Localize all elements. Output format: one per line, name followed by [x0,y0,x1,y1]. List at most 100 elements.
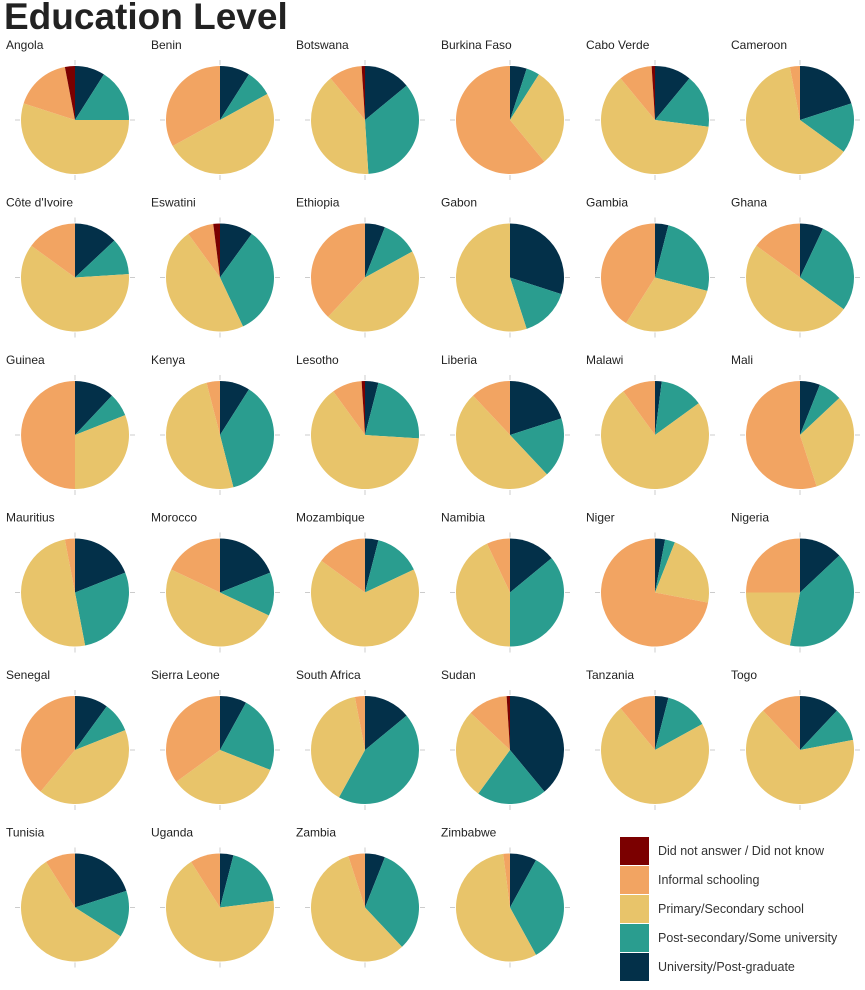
pie-slice [361,381,365,435]
pie-slice [655,223,669,278]
pie-slice [800,103,854,152]
panel-title: Mali [731,353,753,367]
legend-swatch [620,836,649,865]
pie-slice [789,555,855,647]
pie-slice [800,384,840,435]
legend-label: University/Post-graduate [658,959,795,974]
panel-title: Botswana [296,38,349,52]
pie-slice [213,223,220,278]
panel-title: Nigeria [731,511,769,525]
pie-slice [789,66,800,120]
pie-slice [348,853,365,908]
pie-slice [365,540,414,593]
pie-slice [172,93,274,174]
legend-label: Informal schooling [658,872,760,887]
pie-slice [75,381,112,435]
pie-slice [354,696,365,750]
pie-slice [21,381,76,489]
pie-slice [75,706,126,750]
legend-item: Did not answer / Did not know [620,836,837,865]
panel-title: Benin [151,38,182,52]
panel-title: Malawi [586,353,623,367]
pie-slice [601,708,710,804]
panel-title: Cabo Verde [586,38,650,52]
legend-label: Did not answer / Did not know [658,843,825,858]
pie-slice [220,855,274,908]
pie-slice [510,418,565,475]
pie-slice [365,853,385,908]
legend-swatch [620,923,649,952]
pie-slice [220,74,268,120]
panel-title: Togo [731,668,757,682]
panel-title: Liberia [441,353,477,367]
pie-slice [655,381,662,435]
pie-slice [365,538,379,593]
pie-slice [623,381,655,435]
pie-slice [510,277,562,329]
pie-slice [746,592,800,646]
pie-slice [365,382,419,439]
legend-item: Post-secondary/Some university [620,923,837,952]
pie-slice [220,538,271,593]
pie-slice [220,572,275,616]
pie-slice [64,66,75,120]
pie-slice [456,853,537,962]
pie-slice [510,696,564,792]
panel-title: Morocco [151,511,197,525]
panel-title: Eswatini [151,196,196,210]
pie-slice [601,538,709,647]
pie-slice [651,66,655,120]
pie-slice [655,381,699,435]
pie-slice [75,240,129,278]
pie-slice [75,853,127,908]
pie-slice [510,66,527,120]
pie-slice [338,715,420,805]
pie-slice [800,696,837,750]
panel-title: Sierra Leone [151,668,220,682]
pie-slice [487,538,510,593]
pie-slice [361,66,365,120]
pie-slice [655,539,675,593]
legend-label: Primary/Secondary school [658,901,804,916]
pie-slice [510,381,562,435]
pie-slice [21,539,86,647]
pie-slice [40,730,130,805]
pie-slice [473,381,510,435]
pie-slice [746,710,854,805]
pie-slice [188,223,220,278]
pie-slice [333,381,365,435]
panel-title: Burkina Faso [441,38,512,52]
pie-slice [510,538,552,593]
panel-title: Gambia [586,196,628,210]
pie-slice [746,245,844,332]
panel-title: Zimbabwe [441,826,497,840]
legend-item: University/Post-graduate [620,952,837,981]
pie-slice [311,856,402,962]
pie-slice [365,696,407,750]
pie-slice [510,860,564,955]
panel-title: Lesotho [296,353,339,367]
pie-slice [620,66,655,120]
pie-slice [220,853,234,908]
pie-slice [510,74,564,162]
legend-item: Primary/Secondary school [620,894,837,923]
pie-slice [206,381,220,435]
pie-slice [220,696,247,750]
pie-slice [746,66,844,174]
pie-slice [75,890,129,937]
pie-slice [75,74,129,120]
pie-slice [800,398,854,487]
pie-slice [311,696,365,798]
pie-slice [510,853,537,908]
pie-slice [75,223,115,278]
pie-slice [456,223,527,332]
pie-slice [800,228,854,310]
pie-slice [503,853,510,908]
pie-slice [75,696,107,750]
pie-slice [456,713,510,794]
pie-slice [655,542,709,603]
pie-slice [220,233,274,327]
pie-slice [220,702,274,770]
pie-slice [166,861,274,962]
pie-slice [166,696,220,782]
